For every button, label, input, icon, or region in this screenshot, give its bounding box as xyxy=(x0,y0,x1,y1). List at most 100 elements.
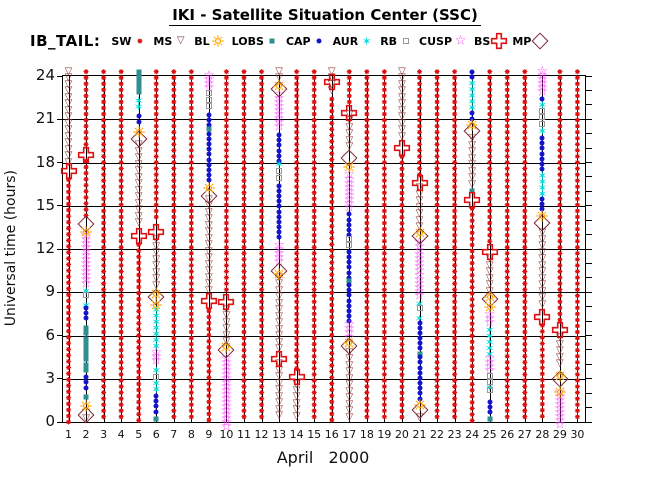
x-tick-label: 9 xyxy=(205,428,213,441)
y-tick-label: 0 xyxy=(45,412,55,430)
y-axis-minor-tick xyxy=(585,234,592,236)
x-tick-label: 18 xyxy=(359,428,374,441)
legend-symbol-aur xyxy=(359,33,374,49)
x-tick-label: 21 xyxy=(412,428,427,441)
legend-item-label: LOBS xyxy=(231,34,264,48)
x-tick-label: 14 xyxy=(289,428,304,441)
sw-point-icon xyxy=(556,68,563,75)
legend-items: SW MS ▽ BL LOBS CAP AUR RB CUSP ☆ BS MP xyxy=(111,32,553,50)
y-axis-minor-tick xyxy=(585,248,592,250)
y-tick-label: 24 xyxy=(35,66,55,84)
sw-point-icon xyxy=(434,68,441,75)
x-tick-label: 7 xyxy=(170,428,178,441)
y-axis-major-tick xyxy=(57,421,63,423)
x-tick-label: 29 xyxy=(552,428,567,441)
legend-symbol-ms: ▽ xyxy=(173,33,188,49)
y-axis-minor-tick xyxy=(585,176,592,178)
x-tick-label: 2 xyxy=(82,428,90,441)
bs-cross-icon xyxy=(490,32,507,50)
bl-sun-icon xyxy=(212,35,224,47)
x-tick-label: 3 xyxy=(100,428,108,441)
y-axis-minor-tick xyxy=(585,277,592,279)
sw-point-icon xyxy=(363,68,370,75)
legend-item-aur: AUR xyxy=(333,33,375,49)
y-axis-minor-tick xyxy=(585,133,592,135)
x-tick-label: 8 xyxy=(187,428,195,441)
gridline-horizontal xyxy=(63,292,585,294)
gridline-vertical xyxy=(173,76,175,422)
ms-triangle-icon: ▽ xyxy=(176,35,185,46)
legend-symbol-lobs xyxy=(265,33,280,49)
y-axis-major-tick xyxy=(57,205,63,207)
sw-point-icon xyxy=(293,68,300,75)
gridline-vertical xyxy=(244,76,245,422)
legend-item-bl: BL xyxy=(194,33,225,49)
y-axis-minor-tick xyxy=(585,147,592,149)
gridline-vertical xyxy=(489,76,491,422)
y-axis-minor-tick xyxy=(585,205,592,207)
sw-point-icon xyxy=(486,68,493,75)
sw-point-icon xyxy=(258,68,265,75)
gridline-vertical xyxy=(121,76,123,422)
gridline-vertical xyxy=(314,76,316,422)
y-axis-minor-tick xyxy=(585,75,592,77)
gridline-vertical xyxy=(577,76,579,422)
legend-item-bs: BS xyxy=(474,32,507,50)
x-tick-label: 26 xyxy=(500,428,515,441)
gridline-vertical xyxy=(366,76,368,422)
legend-item-label: BS xyxy=(474,34,491,48)
y-tick-label: 9 xyxy=(45,282,55,301)
legend-item-rb: RB xyxy=(380,33,413,49)
sw-point-icon xyxy=(311,68,318,75)
y-axis-minor-tick xyxy=(585,320,592,322)
sw-point-icon xyxy=(188,68,195,75)
plot-area: 0 3 6 9 12 15 18 21 24 1 2 3 4 5 6 7 8 9 10 11 12 13 14 15 16 17 1… xyxy=(36,65,592,441)
x-tick-label: 20 xyxy=(394,428,409,441)
sw-point-icon xyxy=(504,68,511,75)
y-tick-label: 12 xyxy=(35,239,55,257)
legend-item-sw: SW xyxy=(111,33,147,49)
gridline-vertical xyxy=(349,76,351,422)
gridline-vertical xyxy=(103,76,105,422)
x-tick-label: 25 xyxy=(482,428,497,441)
x-tick-label: 27 xyxy=(517,428,532,441)
sw-point-icon xyxy=(170,68,177,75)
x-tick-label: 12 xyxy=(254,428,269,441)
y-tick-label: 21 xyxy=(35,109,55,128)
y-axis-minor-tick xyxy=(585,335,592,336)
legend-symbol-sw xyxy=(132,33,147,49)
y-axis-minor-tick xyxy=(585,219,592,221)
y-axis-minor-tick xyxy=(585,89,592,91)
y-axis-minor-tick xyxy=(585,291,592,293)
mp-diamond-icon xyxy=(531,32,549,50)
legend-symbol-cap xyxy=(312,33,327,49)
y-tick-label: 6 xyxy=(45,325,55,344)
x-tick-label: 6 xyxy=(152,428,160,441)
gridline-vertical xyxy=(331,76,333,422)
y-axis-minor-tick xyxy=(585,407,592,409)
gridline-vertical xyxy=(261,76,263,422)
gridline-vertical xyxy=(138,76,140,422)
x-tick-label: 22 xyxy=(430,428,445,441)
legend-item-label: CAP xyxy=(285,34,311,48)
x-tick-label: 30 xyxy=(570,428,585,441)
sw-point-icon xyxy=(136,38,143,44)
gridline-horizontal xyxy=(63,335,585,337)
y-axis-major-tick xyxy=(57,118,63,120)
x-tick-label: 5 xyxy=(135,428,143,441)
x-tick-label: 10 xyxy=(219,428,234,441)
sw-point-icon xyxy=(223,68,230,75)
gridline-vertical xyxy=(68,76,70,422)
x-tick-label: 4 xyxy=(117,428,125,441)
x-tick-label: 1 xyxy=(65,428,72,441)
x-tick-label: 16 xyxy=(324,428,339,441)
sw-point-icon xyxy=(100,68,107,75)
legend-item-mp: MP xyxy=(512,32,549,50)
legend-symbol-bl xyxy=(211,33,226,49)
cap-point-icon xyxy=(469,69,475,75)
dataset-label: IB_TAIL: xyxy=(30,32,101,50)
gridline-vertical xyxy=(208,76,210,422)
y-axis-major-tick xyxy=(57,162,63,163)
sw-point-icon xyxy=(241,68,247,75)
